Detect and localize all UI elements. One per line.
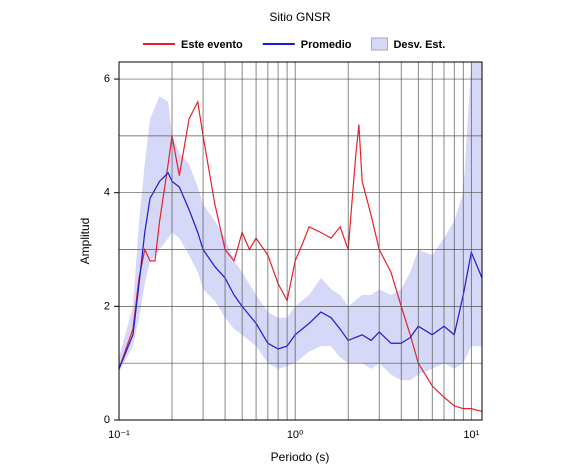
plot — [119, 62, 482, 413]
std-band — [119, 62, 482, 381]
x-tick-label: 10⁰ — [287, 429, 304, 441]
series-line — [119, 99, 482, 413]
x-tick-label: 10⁻¹ — [108, 429, 130, 441]
legend-label: Desv. Est. — [393, 39, 445, 51]
y-tick-label: 4 — [104, 187, 110, 199]
chart-title: Sitio GNSR — [269, 10, 331, 24]
y-axis-label: Amplitud — [78, 218, 92, 265]
x-axis-label: Periodo (s) — [271, 450, 330, 464]
plot-frame — [118, 61, 483, 421]
y-tick-label: 6 — [104, 73, 110, 85]
x-tick-label: 10¹ — [463, 429, 479, 441]
legend-label: Promedio — [301, 39, 352, 51]
legend-swatch — [370, 37, 388, 51]
y-tick-label: 2 — [104, 300, 110, 312]
y-tick-label: 0 — [104, 414, 110, 426]
legend-label: Este evento — [181, 39, 243, 51]
